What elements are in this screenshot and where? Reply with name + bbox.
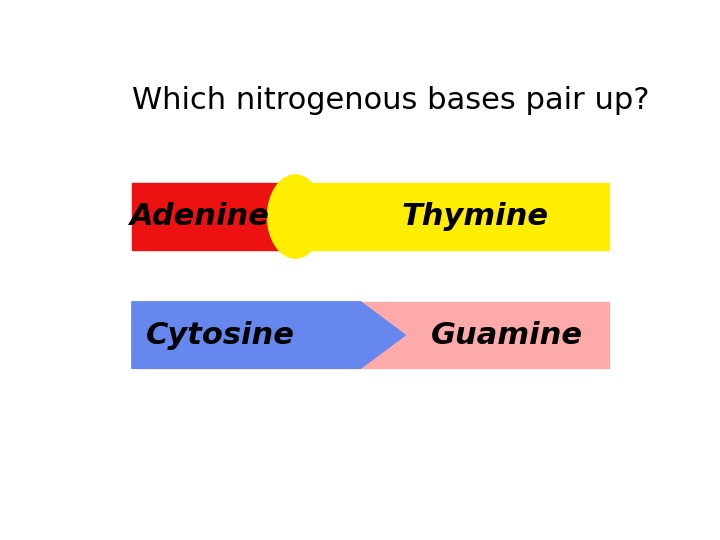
Bar: [132, 183, 310, 250]
Bar: [132, 302, 609, 368]
Text: Thymine: Thymine: [401, 202, 548, 231]
Text: Which nitrogenous bases pair up?: Which nitrogenous bases pair up?: [132, 85, 649, 114]
Bar: [310, 183, 609, 250]
Ellipse shape: [267, 175, 323, 258]
Text: Cytosine: Cytosine: [145, 321, 294, 349]
Text: Adenine: Adenine: [130, 202, 270, 231]
Polygon shape: [132, 302, 405, 368]
Text: Guamine: Guamine: [431, 321, 583, 349]
